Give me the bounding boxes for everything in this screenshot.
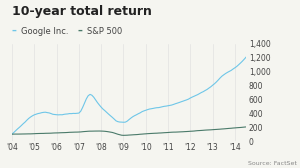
Text: Source: FactSet: Source: FactSet [248,161,297,166]
Text: 10-year total return: 10-year total return [12,5,152,18]
Text: Google Inc.: Google Inc. [21,27,68,36]
Text: –: – [12,26,17,36]
Text: S&P 500: S&P 500 [87,27,122,36]
Text: –: – [78,26,83,36]
